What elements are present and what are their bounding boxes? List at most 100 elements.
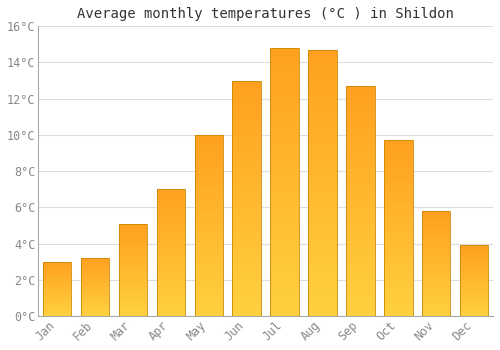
Bar bbox=[422, 216, 450, 217]
Bar bbox=[346, 146, 374, 149]
Bar bbox=[119, 293, 147, 294]
Bar bbox=[460, 258, 488, 259]
Bar bbox=[270, 75, 299, 78]
Bar bbox=[270, 132, 299, 135]
Bar bbox=[346, 310, 374, 313]
Bar bbox=[156, 245, 185, 246]
Bar bbox=[43, 308, 72, 309]
Bar bbox=[194, 293, 223, 296]
Bar bbox=[384, 279, 412, 281]
Bar bbox=[194, 253, 223, 255]
Bar bbox=[346, 175, 374, 178]
Bar bbox=[384, 303, 412, 305]
Bar bbox=[270, 289, 299, 293]
Bar bbox=[156, 289, 185, 290]
Bar bbox=[81, 297, 110, 298]
Bar bbox=[43, 268, 72, 269]
Bar bbox=[194, 241, 223, 244]
Bar bbox=[119, 290, 147, 292]
Bar bbox=[384, 294, 412, 296]
Bar bbox=[460, 264, 488, 265]
Bar bbox=[43, 270, 72, 271]
Bar bbox=[81, 313, 110, 314]
Bar bbox=[43, 286, 72, 287]
Bar bbox=[384, 250, 412, 252]
Bar bbox=[422, 214, 450, 215]
Bar bbox=[194, 234, 223, 237]
Bar bbox=[232, 233, 261, 237]
Bar bbox=[270, 266, 299, 269]
Bar bbox=[384, 307, 412, 309]
Bar bbox=[194, 180, 223, 182]
Bar bbox=[43, 271, 72, 272]
Bar bbox=[43, 288, 72, 289]
Bar bbox=[270, 222, 299, 225]
Bar bbox=[384, 254, 412, 257]
Bar bbox=[43, 290, 72, 291]
Bar bbox=[156, 259, 185, 260]
Bar bbox=[194, 278, 223, 280]
Bar bbox=[232, 195, 261, 198]
Bar bbox=[346, 215, 374, 218]
Bar bbox=[232, 128, 261, 131]
Bar bbox=[156, 194, 185, 196]
Bar bbox=[422, 223, 450, 224]
Bar bbox=[422, 222, 450, 223]
Bar bbox=[194, 167, 223, 169]
Bar bbox=[156, 211, 185, 213]
Bar bbox=[156, 202, 185, 203]
Bar bbox=[194, 142, 223, 144]
Bar bbox=[422, 237, 450, 238]
Bar bbox=[232, 116, 261, 119]
Bar bbox=[308, 116, 336, 120]
Bar bbox=[81, 307, 110, 308]
Bar bbox=[460, 255, 488, 256]
Bar bbox=[119, 259, 147, 260]
Bar bbox=[384, 248, 412, 250]
Bar bbox=[270, 95, 299, 98]
Bar bbox=[194, 298, 223, 300]
Bar bbox=[194, 210, 223, 212]
Bar bbox=[81, 278, 110, 279]
Bar bbox=[43, 314, 72, 315]
Bar bbox=[460, 280, 488, 281]
Bar bbox=[422, 266, 450, 267]
Bar bbox=[232, 122, 261, 125]
Bar bbox=[194, 212, 223, 214]
Bar bbox=[422, 282, 450, 283]
Bar bbox=[43, 273, 72, 274]
Bar bbox=[270, 48, 299, 51]
Bar bbox=[194, 307, 223, 309]
Bar bbox=[460, 313, 488, 314]
Bar bbox=[43, 291, 72, 292]
Bar bbox=[81, 276, 110, 277]
Bar bbox=[194, 196, 223, 198]
Bar bbox=[81, 269, 110, 270]
Bar bbox=[384, 149, 412, 151]
Bar bbox=[346, 201, 374, 204]
Bar bbox=[308, 50, 336, 53]
Bar bbox=[81, 287, 110, 288]
Bar bbox=[119, 314, 147, 315]
Bar bbox=[81, 282, 110, 283]
Bar bbox=[270, 85, 299, 88]
Bar bbox=[156, 295, 185, 297]
Bar bbox=[346, 141, 374, 144]
Bar bbox=[81, 289, 110, 290]
Bar bbox=[156, 280, 185, 281]
Bar bbox=[119, 312, 147, 313]
Bar bbox=[232, 131, 261, 134]
Bar bbox=[81, 301, 110, 302]
Bar bbox=[119, 286, 147, 287]
Bar bbox=[81, 291, 110, 292]
Bar bbox=[270, 58, 299, 61]
Bar bbox=[384, 142, 412, 145]
Bar bbox=[156, 310, 185, 311]
Bar bbox=[270, 159, 299, 162]
Bar bbox=[156, 256, 185, 257]
Bar bbox=[81, 271, 110, 272]
Bar bbox=[43, 296, 72, 297]
Bar bbox=[156, 206, 185, 208]
Bar bbox=[119, 262, 147, 263]
Bar bbox=[460, 315, 488, 316]
